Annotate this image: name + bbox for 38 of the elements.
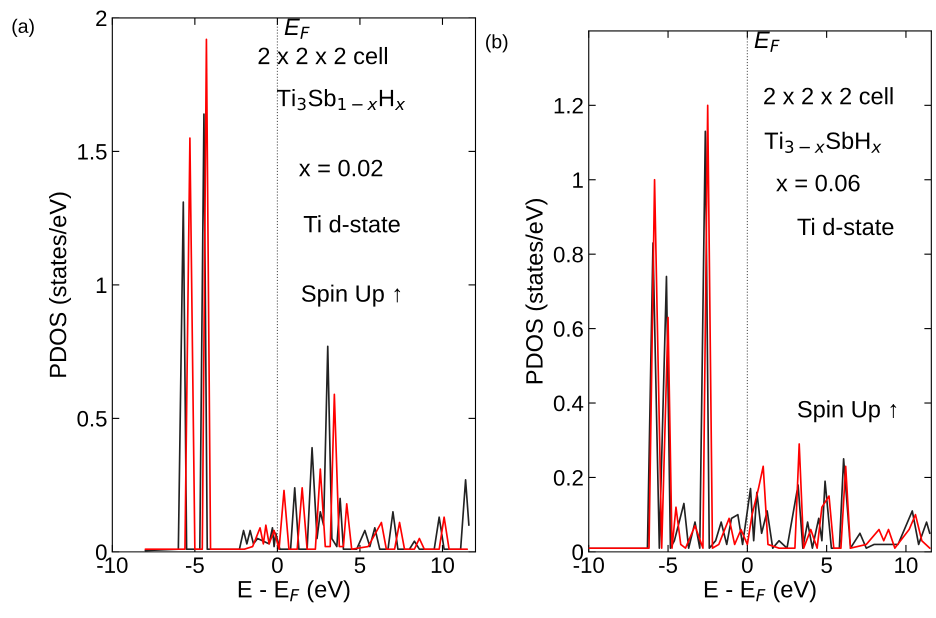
x-tick-label: -5 <box>186 558 204 574</box>
y-tick-label: 0.6 <box>554 321 583 337</box>
x-tick-label: 0 <box>742 557 753 574</box>
annotation: 2 x 2 x 2 cell <box>764 87 893 104</box>
y-tick-label: 1.2 <box>554 98 583 114</box>
x-tick-label: 10 <box>432 557 454 574</box>
x-tick-label: 5 <box>821 558 832 574</box>
text: (a) <box>12 18 34 37</box>
annotation: x = 0.06 <box>776 174 860 192</box>
annotation: Ti$_{3−x}$SbH$_{x}$ <box>764 132 882 153</box>
x-tick-label: 10 <box>895 557 918 574</box>
x-axis-title: E - E$_{F}$ (eV) <box>704 580 816 602</box>
y-tick-label: 0.5 <box>77 410 107 427</box>
y-tick-label: 1 <box>96 278 106 293</box>
text: (b) <box>486 34 508 52</box>
annotation: x = 0.02 <box>299 160 382 176</box>
annotation: 2 x 2 x 2 cell <box>258 46 387 64</box>
x-axis-title: E - E$_{F}$ (eV) <box>238 580 350 602</box>
y-tick-label: 2 <box>96 10 106 26</box>
line-series <box>144 38 468 550</box>
annotation: Ti d-state <box>797 218 894 236</box>
y-axis-title: PDOS (states/eV) <box>49 192 72 377</box>
x-tick-label: -5 <box>659 558 677 574</box>
y-tick-label: 0.2 <box>554 470 583 486</box>
x-tick-label: 5 <box>354 558 366 574</box>
ref-line-label: E$_{F}$ <box>284 18 310 39</box>
x-tick-label: 0 <box>272 557 283 574</box>
y-tick-label: 1.5 <box>78 144 107 160</box>
annotation: Ti d-state <box>304 215 400 232</box>
ref-line-label: E$_{F}$ <box>754 32 780 52</box>
annotation: Ti$_{3}$Sb$_{1−x}$H$_{x}$ <box>277 89 406 110</box>
y-tick-label: 1 <box>573 172 583 188</box>
line-series <box>144 113 470 552</box>
y-tick-label: 0.4 <box>554 396 584 412</box>
annotation: Spin Up ↑ <box>798 400 896 422</box>
annotation: Spin Up ↑ <box>302 284 400 307</box>
y-axis-title: PDOS (states/eV) <box>525 199 548 384</box>
y-tick-label: 0.8 <box>554 246 583 262</box>
